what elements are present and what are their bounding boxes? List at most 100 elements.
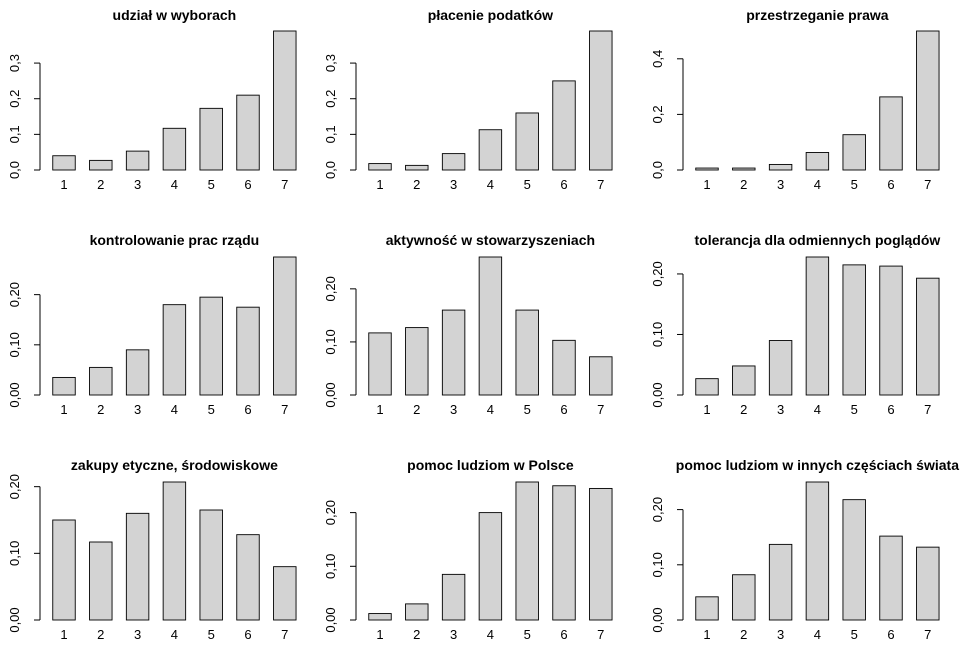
x-tick-label: 2	[413, 177, 420, 192]
bar	[89, 159, 113, 171]
bar	[842, 134, 866, 171]
x-tick-label: 5	[208, 627, 215, 642]
bar	[879, 535, 903, 621]
x-tick-label: 3	[450, 402, 457, 417]
bar	[89, 366, 113, 396]
y-tick-label: 0,00	[650, 382, 665, 407]
bar	[405, 603, 429, 621]
bar	[842, 499, 866, 621]
bar	[695, 378, 719, 396]
bar	[236, 94, 260, 171]
y-tick-label: 0,00	[7, 382, 22, 407]
y-tick-label: 0,3	[323, 54, 338, 72]
y-tick-label: 0,2	[650, 105, 665, 123]
x-tick-label: 6	[244, 177, 251, 192]
bar	[552, 80, 576, 171]
chart-panel: przestrzeganie prawa 0,0 0,2 0,4 1 2 3 4 5 6 7	[650, 7, 940, 192]
x-tick-label: 1	[60, 177, 67, 192]
x-tick-label: 5	[851, 402, 858, 417]
y-tick-label: 0,3	[7, 54, 22, 72]
y-tick-label: 0,20	[323, 500, 338, 525]
x-tick-label: 7	[281, 177, 288, 192]
bar	[805, 256, 830, 396]
x-tick-label: 3	[134, 177, 141, 192]
chart-title: pomoc ludziom w innych częściach świata	[676, 457, 959, 473]
bar	[368, 613, 392, 621]
y-tick-label: 0,10	[650, 322, 665, 347]
bar	[199, 509, 223, 621]
bar	[879, 265, 903, 396]
x-tick-label: 2	[97, 402, 104, 417]
x-tick-label: 1	[376, 402, 383, 417]
bar	[515, 309, 539, 396]
x-tick-label: 7	[924, 627, 931, 642]
bar	[916, 277, 940, 396]
bar	[478, 256, 503, 396]
y-tick-label: 0,0	[7, 161, 22, 179]
y-tick-label: 0,00	[323, 607, 338, 632]
bar	[125, 512, 150, 621]
bar	[768, 543, 793, 621]
x-tick-label: 5	[208, 177, 215, 192]
bar	[732, 574, 756, 621]
x-tick-label: 3	[450, 627, 457, 642]
chart-title: aktywność w stowarzyszeniach	[386, 232, 595, 248]
x-tick-label: 6	[560, 402, 567, 417]
x-tick-label: 1	[703, 177, 710, 192]
bar	[805, 152, 830, 171]
x-tick-label: 4	[814, 402, 821, 417]
x-tick-label: 2	[413, 627, 420, 642]
x-tick-label: 7	[924, 402, 931, 417]
bar	[916, 30, 940, 171]
x-tick-label: 4	[487, 177, 494, 192]
x-tick-label: 6	[560, 177, 567, 192]
bar	[236, 534, 260, 621]
bar	[589, 487, 613, 621]
y-tick-label: 0,1	[323, 125, 338, 143]
y-tick-label: 0,00	[323, 382, 338, 407]
x-tick-label: 1	[376, 177, 383, 192]
x-tick-label: 7	[924, 177, 931, 192]
y-tick-label: 0,20	[650, 497, 665, 522]
bar	[589, 356, 613, 396]
chart-panel: pomoc ludziom w innych częściach świata 0…	[650, 457, 959, 642]
bar	[515, 481, 539, 621]
y-tick-label: 0,10	[323, 329, 338, 354]
x-tick-label: 1	[60, 627, 67, 642]
bar	[768, 163, 793, 171]
x-tick-label: 4	[814, 627, 821, 642]
x-tick-label: 2	[740, 402, 747, 417]
chart-title: udział w wyborach	[113, 7, 237, 23]
y-tick-label: 0,0	[650, 161, 665, 179]
x-tick-label: 5	[524, 627, 531, 642]
x-tick-label: 5	[851, 627, 858, 642]
x-tick-label: 4	[171, 177, 178, 192]
bar	[52, 155, 76, 171]
x-tick-label: 3	[777, 627, 784, 642]
x-tick-label: 6	[560, 627, 567, 642]
bar	[916, 546, 940, 621]
x-tick-label: 6	[244, 627, 251, 642]
x-tick-label: 3	[134, 402, 141, 417]
x-tick-label: 7	[597, 627, 604, 642]
bar	[89, 541, 113, 621]
bar	[162, 304, 187, 396]
x-tick-label: 2	[740, 627, 747, 642]
x-tick-label: 3	[777, 402, 784, 417]
x-tick-label: 6	[887, 627, 894, 642]
x-tick-label: 3	[777, 177, 784, 192]
chart-title: przestrzeganie prawa	[746, 7, 889, 23]
x-tick-label: 2	[97, 177, 104, 192]
bar	[695, 596, 719, 621]
bar	[236, 306, 260, 396]
x-tick-label: 6	[244, 402, 251, 417]
x-tick-label: 1	[60, 402, 67, 417]
bar	[768, 340, 793, 396]
x-tick-label: 2	[413, 402, 420, 417]
x-tick-label: 7	[281, 627, 288, 642]
bar	[478, 129, 503, 171]
bar	[515, 112, 539, 171]
bar	[52, 376, 76, 396]
x-tick-label: 7	[597, 177, 604, 192]
